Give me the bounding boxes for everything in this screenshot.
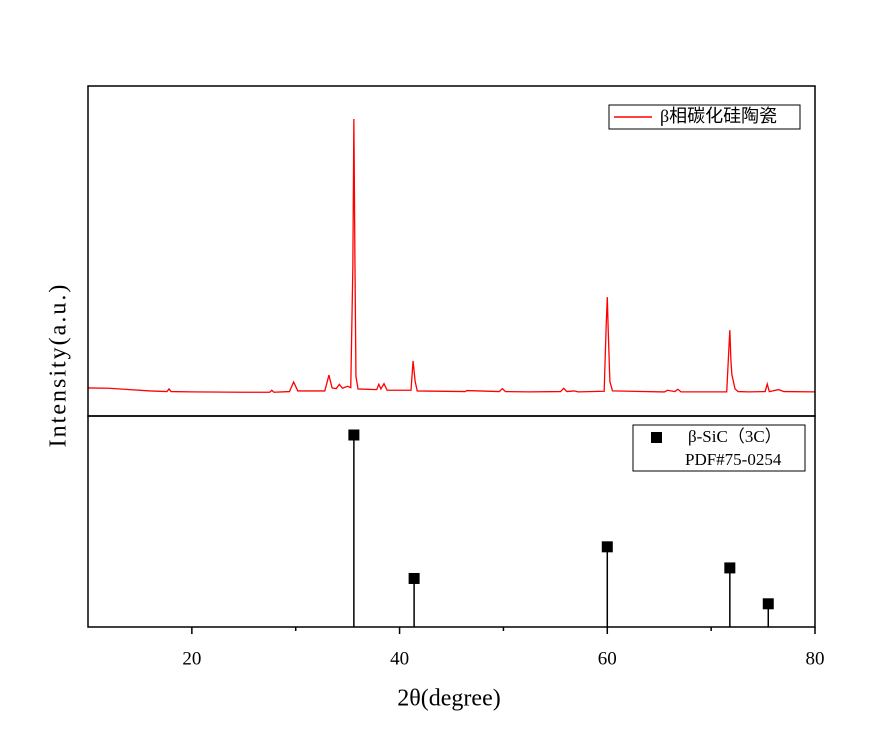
x-tick-label: 40 [390,648,409,669]
stem-marker [724,562,736,574]
panel-frame [87,415,816,628]
legend-marker [651,432,662,443]
x-tick-label: 60 [598,648,617,669]
legend-label: β-SiC（3C） [688,427,782,446]
data-line [87,118,816,393]
stem-marker [601,541,613,553]
x-tick-label: 80 [806,648,825,669]
x-tick-label: 20 [182,648,201,669]
legend-label: β相碳化硅陶瓷 [660,106,777,126]
y-axis-label: Intensity(a.u.) [46,283,72,448]
stem-marker [348,429,360,441]
legend-note: PDF#75-0254 [685,450,782,469]
x-axis-label: 2θ(degree) [397,686,500,712]
stem-marker [762,598,774,610]
stem-marker [408,572,420,584]
